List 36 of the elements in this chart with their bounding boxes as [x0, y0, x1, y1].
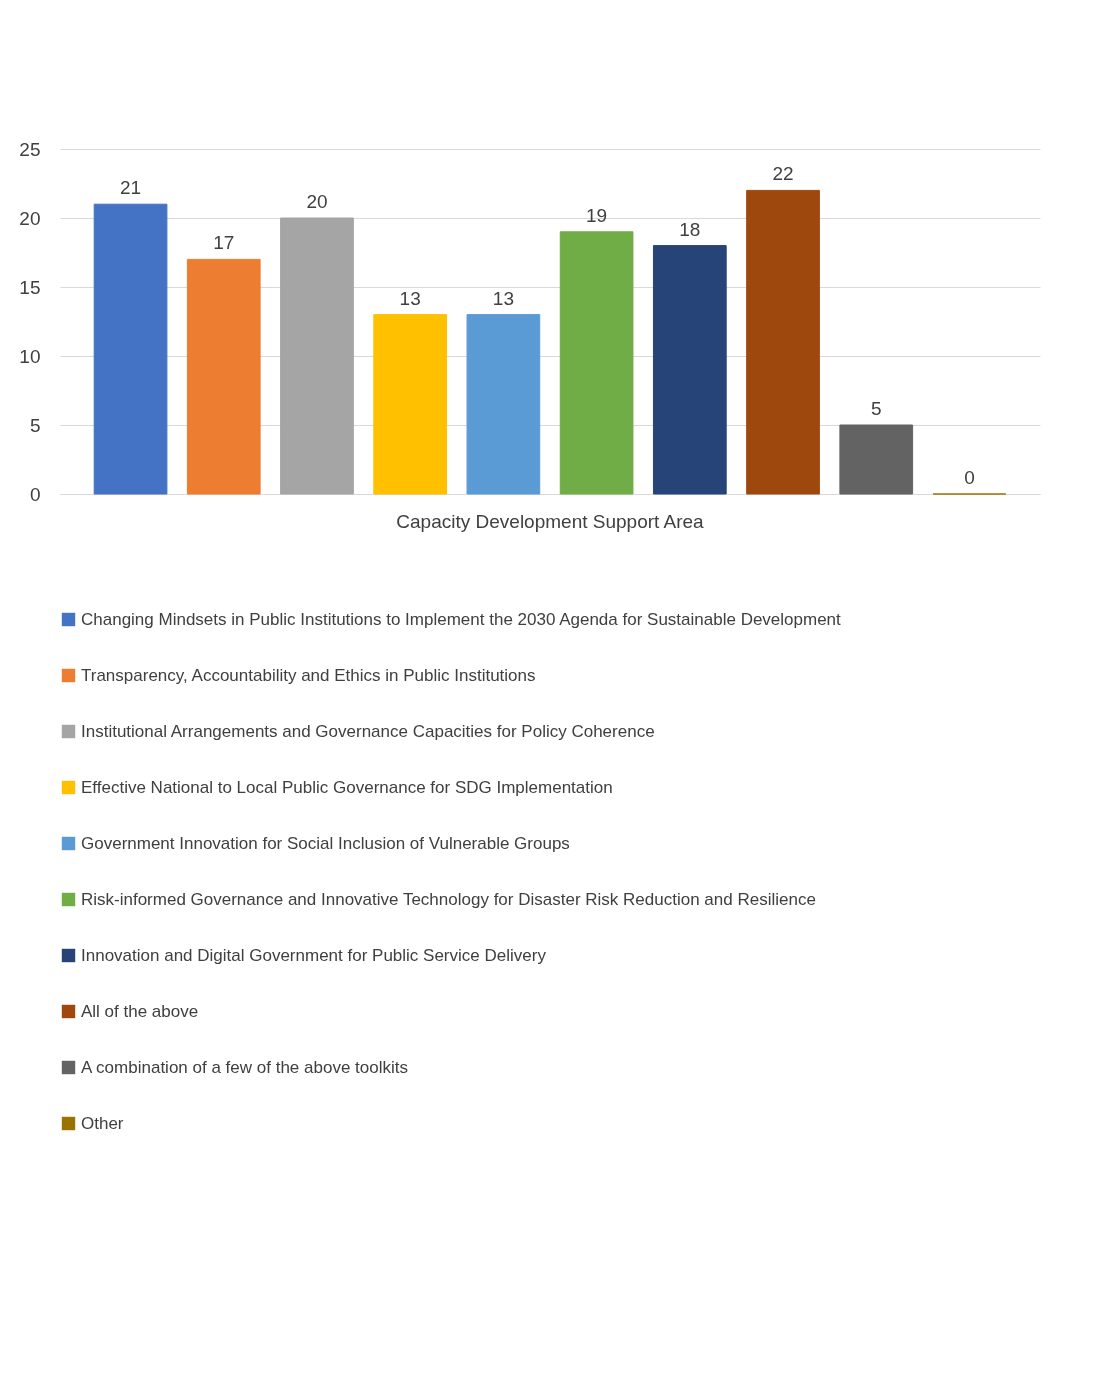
legend-label: Innovation and Digital Government for Public Service Delivery	[81, 945, 547, 965]
data-label: 19	[586, 204, 608, 226]
data-label: 17	[213, 232, 235, 254]
data-label: 0	[964, 467, 975, 488]
legend-label: A combination of a few of the above toolkits	[81, 1057, 408, 1077]
bar	[186, 258, 261, 495]
data-label: 22	[772, 163, 794, 185]
bar	[559, 231, 634, 495]
data-label: 21	[119, 177, 142, 199]
y-tick-label: 10	[19, 345, 41, 367]
y-tick-label: 15	[19, 276, 41, 298]
bar	[746, 189, 820, 495]
legend-label: All of the above	[81, 1001, 199, 1021]
y-tick-label: 5	[29, 414, 41, 436]
bar	[280, 217, 354, 495]
legend-label: Institutional Arrangements and Governance Capacities for Policy Coherence	[81, 721, 655, 741]
bar	[373, 314, 448, 495]
data-label: 13	[399, 287, 421, 309]
bar	[466, 314, 541, 495]
legend-label: Government Innovation for Social Inclusion of Vulnerable Groups	[81, 833, 570, 853]
y-tick-label: 25	[19, 138, 41, 160]
y-tick-label: 0	[29, 483, 41, 505]
bar	[93, 203, 168, 495]
legend-label: Other	[81, 1113, 124, 1133]
data-label: 20	[306, 191, 328, 212]
y-tick-label: 20	[19, 207, 41, 229]
data-label: 13	[492, 287, 514, 309]
bar	[839, 424, 914, 495]
bar	[652, 245, 727, 495]
legend-label: Changing Mindsets in Public Institutions to Implement the 2030 Agenda for Sustainable Development	[81, 609, 842, 629]
data-label: 5	[870, 398, 882, 419]
legend-label: Risk-informed Governance and Innovative Technology for Disaster Risk Reduction and Resilience	[81, 889, 816, 909]
x-tick-label: Capacity Development Support Area	[396, 510, 705, 532]
legend-label: Transparency, Accountability and Ethics in Public Institutions	[81, 665, 536, 685]
data-label: 18	[679, 218, 701, 240]
legend-label: Effective National to Local Public Governance for SDG Implementation	[81, 777, 613, 797]
